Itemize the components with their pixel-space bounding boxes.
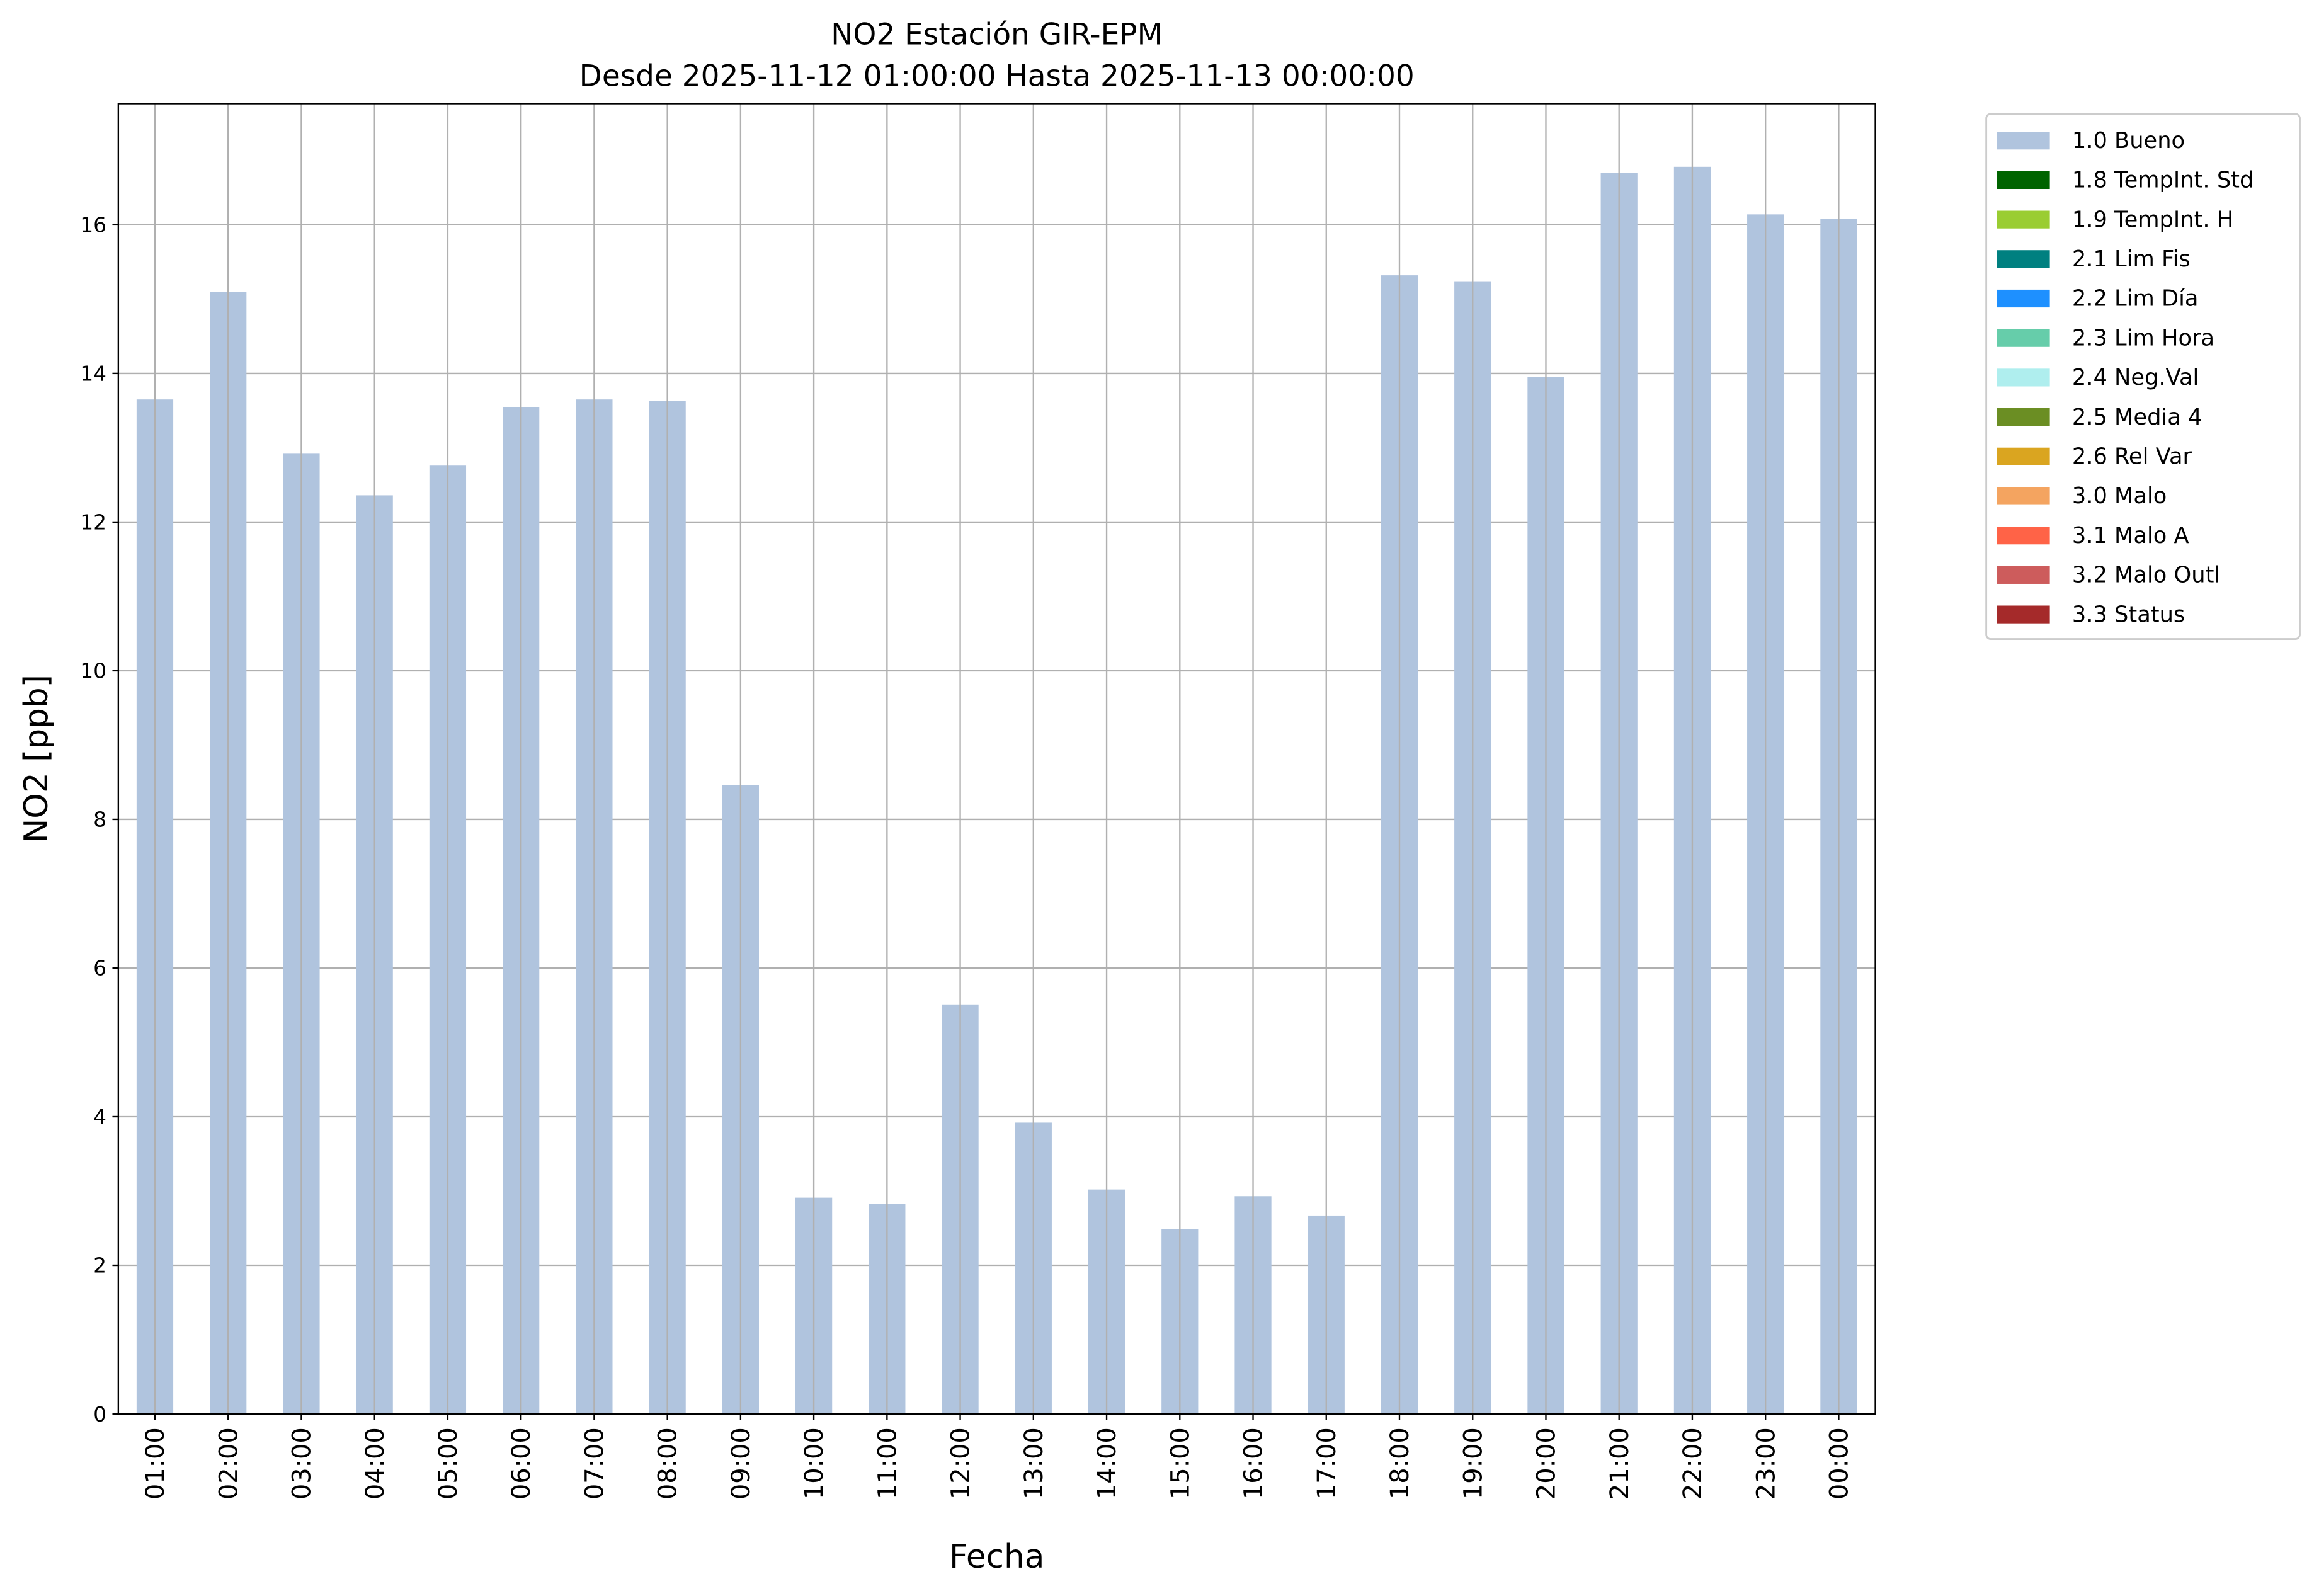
legend-label: 2.4 Neg.Val <box>2072 365 2199 390</box>
legend-label: 1.0 Bueno <box>2072 128 2185 154</box>
x-tick-label: 07:00 <box>580 1427 609 1500</box>
legend-label: 1.8 TempInt. Std <box>2072 168 2254 193</box>
x-tick-label: 18:00 <box>1386 1427 1415 1500</box>
x-tick-label: 13:00 <box>1020 1427 1049 1500</box>
x-tick-label: 20:00 <box>1532 1427 1561 1500</box>
x-tick-label: 00:00 <box>1825 1427 1854 1500</box>
legend-swatch <box>1997 132 2050 150</box>
x-tick-label: 09:00 <box>727 1427 756 1500</box>
legend-swatch <box>1997 447 2050 465</box>
legend-label: 2.1 Lim Fis <box>2072 246 2191 272</box>
x-tick-label: 17:00 <box>1313 1427 1342 1500</box>
legend-frame <box>1985 113 2301 640</box>
legend-swatch <box>1997 566 2050 584</box>
legend-swatch <box>1997 289 2050 308</box>
plot-frame <box>117 103 1876 1415</box>
y-axis-label: NO2 [ppb] <box>18 675 55 843</box>
y-tick-label: 8 <box>93 807 106 832</box>
legend-swatch <box>1997 250 2050 268</box>
legend-label: 1.9 TempInt. H <box>2072 207 2233 232</box>
legend-label: 2.3 Lim Hora <box>2072 325 2214 351</box>
x-tick-label: 08:00 <box>654 1427 683 1500</box>
legend-swatch <box>1997 368 2050 387</box>
x-tick-label: 04:00 <box>361 1427 390 1500</box>
legend-label: 2.2 Lim Día <box>2072 286 2199 312</box>
chart-title: NO2 Estación GIR-EPM <box>831 18 1163 52</box>
y-tick-label: 16 <box>80 213 106 237</box>
legend: 1.0 Bueno 1.8 TempInt. Std 1.9 TempInt. H 2… <box>1985 113 2301 640</box>
y-tick-label: 2 <box>93 1253 106 1278</box>
legend-swatch <box>1997 487 2050 505</box>
y-axis-ticks: 0 2 4 6 8 10 12 14 16 <box>80 213 118 1427</box>
legend-swatch <box>1997 408 2050 426</box>
legend-swatch <box>1997 605 2050 624</box>
legend-swatch <box>1997 527 2050 545</box>
legend-label: 3.2 Malo Outl <box>2072 562 2220 588</box>
x-tick-label: 14:00 <box>1093 1427 1122 1500</box>
grid <box>118 224 1876 1415</box>
x-axis-label: Fecha <box>949 1538 1044 1576</box>
x-tick-label: 15:00 <box>1166 1427 1195 1500</box>
x-axis-ticks: 01:00 02:00 03:00 04:00 05:00 06:00 07:00 08:00… <box>141 1414 1854 1500</box>
legend-label: 3.0 Malo <box>2072 483 2167 509</box>
x-tick-label: 11:00 <box>873 1427 902 1500</box>
legend-swatch <box>1997 329 2050 347</box>
y-tick-label: 0 <box>93 1402 106 1427</box>
x-tick-label: 03:00 <box>288 1427 317 1500</box>
legend-label: 2.6 Rel Var <box>2072 444 2192 470</box>
y-tick-label: 4 <box>93 1105 106 1129</box>
x-tick-label: 16:00 <box>1239 1427 1268 1500</box>
y-tick-label: 14 <box>80 362 106 386</box>
legend-label: 2.5 Media 4 <box>2072 404 2202 430</box>
x-tick-label: 01:00 <box>141 1427 170 1500</box>
y-tick-label: 10 <box>80 659 106 683</box>
x-tick-label: 22:00 <box>1678 1427 1707 1500</box>
x-tick-label: 23:00 <box>1752 1427 1781 1500</box>
legend-swatch <box>1997 171 2050 190</box>
x-tick-label: 02:00 <box>214 1427 243 1500</box>
x-tick-label: 05:00 <box>434 1427 463 1500</box>
legend-label: 3.1 Malo A <box>2072 523 2189 549</box>
x-tick-label: 10:00 <box>800 1427 829 1500</box>
vertical-grid <box>154 103 1840 1415</box>
x-tick-label: 12:00 <box>947 1427 976 1500</box>
y-tick-label: 6 <box>93 956 106 981</box>
y-tick-label: 12 <box>80 510 106 535</box>
chart-subtitle: Desde 2025-11-12 01:00:00 Hasta 2025-11-… <box>579 59 1415 93</box>
legend-label: 3.3 Status <box>2072 601 2185 627</box>
x-tick-label: 19:00 <box>1459 1427 1488 1500</box>
x-tick-label: 21:00 <box>1605 1427 1634 1500</box>
bars <box>136 166 1857 1415</box>
x-tick-label: 06:00 <box>507 1427 536 1500</box>
legend-swatch <box>1997 210 2050 229</box>
